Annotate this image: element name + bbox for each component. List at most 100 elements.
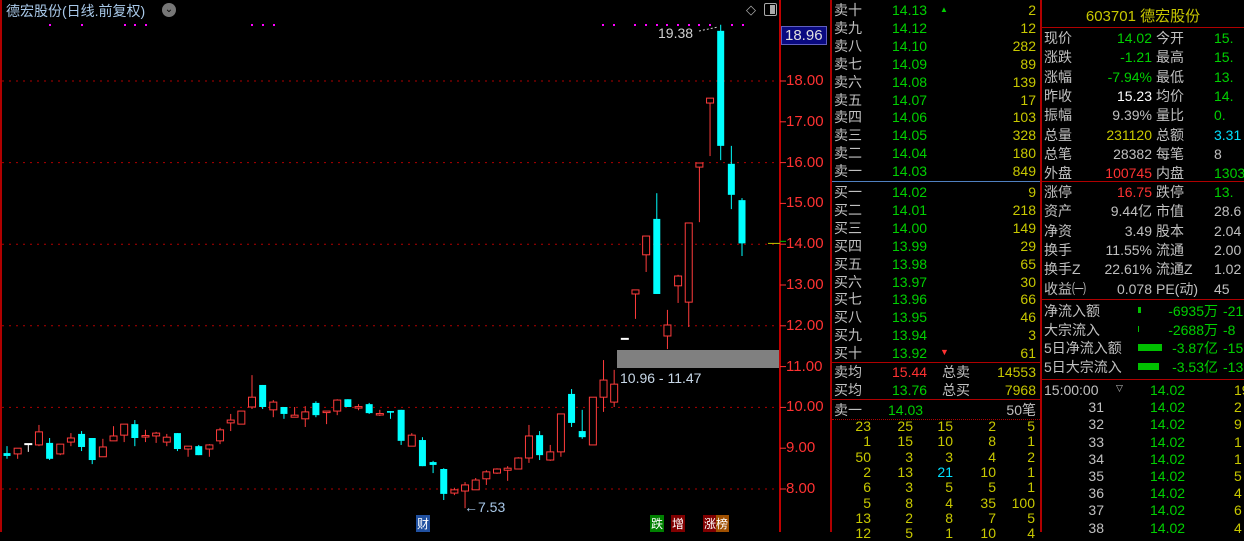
price-range-label: 10.96 - 11.47 bbox=[620, 370, 702, 386]
marker-increase[interactable]: 增 bbox=[671, 515, 686, 532]
axis-label: 13.00 bbox=[786, 276, 824, 293]
signal-dot bbox=[273, 24, 275, 26]
candle-body bbox=[418, 440, 426, 467]
flow-value: -2688万 bbox=[1168, 321, 1218, 338]
kline-chart[interactable]: 德宏股份(日线.前复权) ⌄ ◇ 18.96 18.00 17.00 16.00 15… bbox=[0, 0, 830, 532]
candle-body bbox=[216, 429, 225, 442]
ask-row[interactable]: 卖七 14.09 89 bbox=[832, 55, 1040, 73]
quote-value: 15.23 bbox=[1116, 87, 1152, 104]
signal-dot bbox=[688, 24, 690, 26]
queue-order: 2 bbox=[863, 463, 871, 480]
divider bbox=[832, 399, 1040, 400]
ask-row[interactable]: 卖五 14.07 17 bbox=[832, 91, 1040, 109]
quote-value: 0. bbox=[1214, 107, 1226, 124]
candle-body bbox=[259, 384, 267, 407]
bid-row[interactable]: 买二 14.01 218 bbox=[832, 201, 1040, 219]
candlestick-plot[interactable] bbox=[2, 0, 832, 532]
filter-icon[interactable]: ▽ bbox=[1116, 383, 1123, 393]
ask-row-price: 14.12 bbox=[892, 19, 928, 36]
candle-body bbox=[407, 434, 416, 447]
queue-order: 5 bbox=[1027, 418, 1035, 434]
price-range-box bbox=[617, 350, 779, 368]
quote-row: 涨跌 -1.21 最高 15. bbox=[1042, 48, 1244, 66]
ask-row[interactable]: 卖八 14.10 282 bbox=[832, 37, 1040, 55]
queue-order: 35 bbox=[980, 494, 996, 511]
quote-value: 3.49 bbox=[1124, 222, 1152, 239]
divider bbox=[1042, 379, 1244, 380]
tick-row: 31 14.02 2 bbox=[1042, 398, 1244, 416]
bid-row-price: 13.92 bbox=[892, 345, 928, 362]
marker-top-gainers[interactable]: 涨榜 bbox=[703, 515, 730, 532]
candle-body bbox=[280, 406, 288, 414]
tick-time: 33 bbox=[1088, 433, 1104, 450]
ask-row[interactable]: 卖六 14.08 139 bbox=[832, 73, 1040, 91]
candle-body bbox=[131, 424, 139, 438]
bid-row[interactable]: 买十 13.92 61 bbox=[832, 344, 1040, 362]
chevron-down-icon[interactable]: ⌄ bbox=[162, 3, 176, 17]
bid-row-price: 14.00 bbox=[892, 219, 928, 236]
tick-time: 32 bbox=[1088, 416, 1104, 433]
quote-value: 0.078 bbox=[1116, 280, 1152, 297]
marker-finance[interactable]: 财 bbox=[416, 515, 431, 532]
queue-order: 13 bbox=[855, 509, 871, 526]
panel-toggle-icon[interactable] bbox=[764, 3, 777, 16]
ask-row[interactable]: 卖四 14.06 103 bbox=[832, 108, 1040, 126]
ask-row[interactable]: 卖三 14.05 328 bbox=[832, 126, 1040, 144]
ask-row[interactable]: 卖九 14.12 12 bbox=[832, 19, 1040, 37]
quote-label: 内盘 bbox=[1156, 165, 1184, 182]
bid-row-label: 买四 bbox=[834, 237, 862, 254]
candle-body bbox=[610, 383, 619, 403]
diamond-icon[interactable]: ◇ bbox=[746, 2, 756, 17]
queue-order: 8 bbox=[988, 433, 996, 450]
quote-row: 净资 3.49 股本 2.04 bbox=[1042, 222, 1244, 240]
sell-avg-label: 卖均 bbox=[834, 364, 862, 380]
candle-body bbox=[386, 411, 394, 413]
bid-row[interactable]: 买八 13.95 46 bbox=[832, 308, 1040, 326]
tick-row: 15:00:00 14.02 19 bbox=[1042, 381, 1244, 399]
queue-order: 23 bbox=[855, 418, 871, 434]
ask-row[interactable]: 卖二 14.04 180 bbox=[832, 144, 1040, 162]
queue-order: 10 bbox=[980, 525, 996, 541]
flow-label: 大宗流入 bbox=[1044, 321, 1100, 338]
ask-row[interactable]: 卖十 14.13 2 bbox=[832, 1, 1040, 19]
quote-value: 2.04 bbox=[1214, 222, 1242, 239]
quote-row: 收益㈠ 0.078 PE(动) 45 bbox=[1042, 280, 1244, 298]
marker-fall[interactable]: 跌 bbox=[650, 515, 665, 532]
quote-value: 2.00 bbox=[1214, 241, 1242, 258]
signal-dot bbox=[602, 24, 604, 26]
divider bbox=[1042, 181, 1244, 182]
bid-row[interactable]: 买三 14.00 149 bbox=[832, 219, 1040, 237]
candle-body bbox=[173, 433, 181, 450]
bid-row[interactable]: 买四 13.99 29 bbox=[832, 237, 1040, 255]
quote-label: 最低 bbox=[1156, 68, 1184, 85]
candle-body bbox=[195, 446, 203, 456]
tick-row: 38 14.02 4 bbox=[1042, 519, 1244, 537]
queue-order: 3 bbox=[905, 448, 913, 465]
bid-row-label: 买三 bbox=[834, 219, 862, 236]
candle-body bbox=[653, 218, 661, 294]
candle-body bbox=[493, 468, 501, 474]
queue-order: 1 bbox=[945, 525, 953, 541]
ask-row-label: 卖七 bbox=[834, 55, 862, 72]
tick-time: 36 bbox=[1088, 485, 1104, 502]
queue-order: 1 bbox=[1027, 479, 1035, 496]
bid-row[interactable]: 买一 14.02 9 bbox=[832, 183, 1040, 201]
ask-row[interactable]: 卖一 14.03 849 bbox=[832, 162, 1040, 180]
bid-row[interactable]: 买九 13.94 3 bbox=[832, 326, 1040, 344]
queue-order: 5 bbox=[863, 494, 871, 511]
quote-value: 28382 bbox=[1113, 145, 1152, 162]
bid-row[interactable]: 买五 13.98 65 bbox=[832, 255, 1040, 273]
bid-row[interactable]: 买六 13.97 30 bbox=[832, 273, 1040, 291]
bid-row[interactable]: 买七 13.96 66 bbox=[832, 290, 1040, 308]
ask-row-label: 卖八 bbox=[834, 37, 862, 54]
quote-label: 涨停 bbox=[1044, 184, 1072, 200]
quote-value: 1303 bbox=[1214, 165, 1244, 182]
candle-body bbox=[237, 410, 246, 425]
bid-row-label: 买五 bbox=[834, 255, 862, 272]
candle-body bbox=[248, 396, 256, 408]
bid-row-label: 买二 bbox=[834, 201, 862, 218]
queue-order: 100 bbox=[1011, 494, 1035, 511]
queue-order: 5 bbox=[945, 479, 953, 496]
candle-body bbox=[301, 411, 310, 420]
candle-body bbox=[429, 462, 437, 465]
